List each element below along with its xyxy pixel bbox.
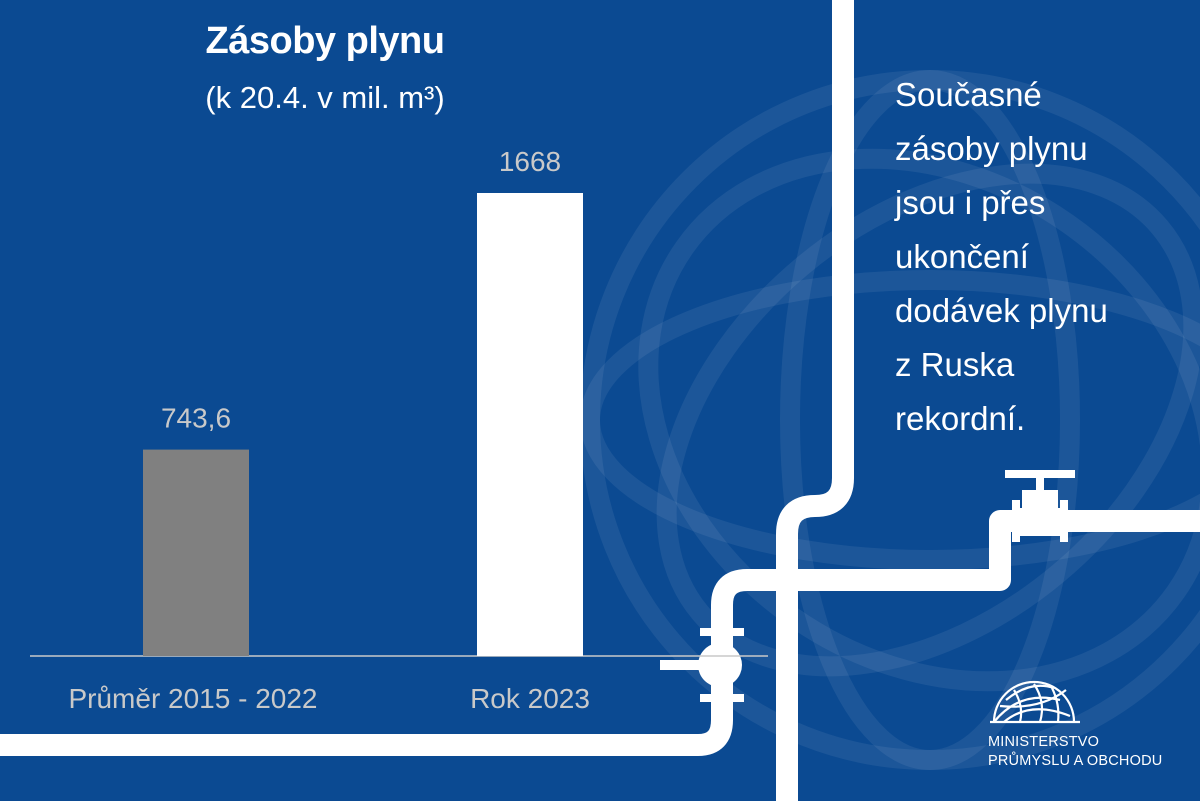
ministry-logo-text: MINISTERSTVO PRŮMYSLU A OBCHODU [988,733,1188,771]
tick-label-rok-2023: Rok 2023 [470,683,590,714]
chart-subtitle: (k 20.4. v mil. m³) [205,80,445,115]
value-label-rok-2023: 1668 [499,146,561,177]
chart-title: Zásoby plynu [205,20,445,62]
side-message: Současné zásoby plynu jsou i přes ukonče… [895,76,1108,437]
value-label-prumer-2015-2022: 743,6 [161,403,231,434]
tick-label-prumer-2015-2022: Průměr 2015 - 2022 [68,683,317,714]
bar-prumer-2015-2022 [143,449,249,656]
tap-valve-icon [1005,470,1075,542]
bottom-pipe [0,510,1200,756]
logo-line-2: PRŮMYSLU A OBCHODU [988,753,1163,769]
pipe-valve-icon [660,628,744,702]
logo-line-1: MINISTERSTVO [988,734,1100,750]
globe-icon [990,680,1080,724]
bar-rok-2023 [477,193,583,656]
vertical-pipe [776,0,854,801]
